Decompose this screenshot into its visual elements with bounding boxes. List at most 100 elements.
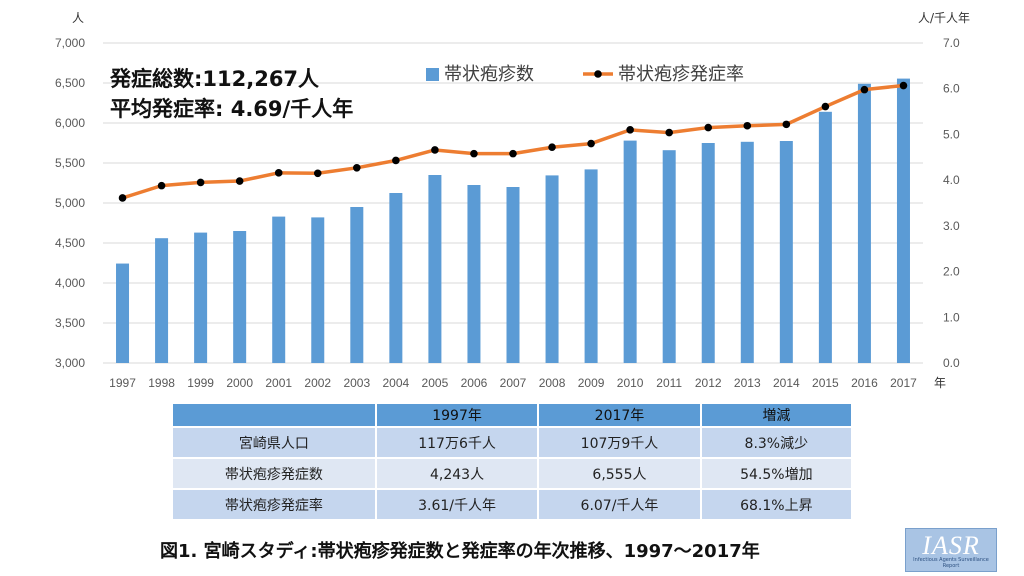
table-cell: 54.5%増加 bbox=[701, 457, 851, 488]
table-cell: 3.61/千人年 bbox=[376, 488, 538, 519]
table-header-row: 1997年 2017年 増減 bbox=[173, 404, 851, 426]
x-tick-label: 2001 bbox=[265, 376, 292, 390]
bar bbox=[506, 187, 520, 363]
table-row: 帯状疱疹発症率 3.61/千人年 6.07/千人年 68.1%上昇 bbox=[173, 488, 851, 519]
bar bbox=[155, 238, 169, 363]
bar bbox=[662, 150, 676, 363]
rate-point bbox=[743, 121, 752, 130]
y-left-tick-label: 5,500 bbox=[55, 156, 85, 170]
y-right-tick-label: 2.0 bbox=[943, 265, 960, 279]
y-left-unit: 人 bbox=[72, 11, 84, 25]
legend-line-marker bbox=[594, 70, 602, 78]
rate-point bbox=[470, 149, 478, 158]
table-cell: 6.07/千人年 bbox=[539, 488, 700, 519]
table-cell: 117万6千人 bbox=[376, 426, 538, 457]
x-tick-label: 2013 bbox=[734, 376, 761, 390]
bar bbox=[818, 111, 832, 363]
rate-point bbox=[431, 146, 439, 154]
x-tick-label: 1999 bbox=[187, 376, 214, 390]
figure-caption: 図1. 宮崎スタディ:帯状疱疹発症数と発症率の年次推移、1997〜2017年 bbox=[160, 541, 760, 562]
rate-point bbox=[626, 126, 634, 134]
table-row: 宮崎県人口 117万6千人 107万9千人 8.3%減少 bbox=[173, 426, 851, 457]
y-right-tick-label: 0.0 bbox=[943, 356, 960, 370]
table-header-cell: 1997年 bbox=[376, 404, 538, 426]
comparison-table: 1997年 2017年 増減 宮崎県人口 117万6千人 107万9千人 8.3… bbox=[171, 404, 853, 519]
table-header-cell: 増減 bbox=[701, 404, 851, 426]
bar bbox=[350, 207, 364, 363]
bar bbox=[896, 78, 910, 363]
rate-point bbox=[587, 139, 595, 148]
x-tick-label: 2016 bbox=[851, 376, 878, 390]
table-cell: 6,555人 bbox=[539, 457, 700, 488]
legend-line-label: 帯状疱疹発症率 bbox=[618, 64, 744, 85]
x-tick-label: 2011 bbox=[656, 376, 682, 390]
x-tick-label: 2005 bbox=[422, 376, 449, 390]
summary-average: 平均発症率: 4.69/千人年 bbox=[110, 97, 354, 121]
x-tick-label: 2010 bbox=[617, 376, 644, 390]
bar bbox=[389, 193, 403, 363]
bar bbox=[857, 83, 871, 364]
rate-point bbox=[782, 120, 791, 129]
bar bbox=[623, 140, 637, 363]
y-left-tick-label: 6,000 bbox=[55, 116, 85, 130]
x-tick-label: 2006 bbox=[461, 376, 488, 390]
table-cell: 107万9千人 bbox=[539, 426, 700, 457]
x-tick-label: 2004 bbox=[383, 376, 410, 390]
logo-subtitle: Infectious Agents Surveillance Report bbox=[913, 557, 989, 569]
x-tick-label: 2008 bbox=[539, 376, 566, 390]
y-left-tick-label: 7,000 bbox=[55, 36, 85, 50]
x-tick-label: 1997 bbox=[109, 376, 136, 390]
bar bbox=[116, 263, 130, 363]
y-left-tick-label: 3,500 bbox=[55, 316, 85, 330]
y-right-tick-label: 6.0 bbox=[943, 82, 960, 96]
rate-point bbox=[821, 102, 830, 111]
x-tick-label: 1998 bbox=[148, 376, 175, 390]
x-tick-label: 2003 bbox=[343, 376, 370, 390]
y-right-tick-label: 4.0 bbox=[943, 173, 960, 187]
x-tick-label: 2000 bbox=[226, 376, 253, 390]
rate-point bbox=[704, 123, 713, 132]
table-cell: 帯状疱疹発症数 bbox=[173, 457, 375, 488]
table-row: 帯状疱疹発症数 4,243人 6,555人 54.5%増加 bbox=[173, 457, 851, 488]
legend-bar-label: 帯状疱疹数 bbox=[444, 64, 534, 85]
rate-point bbox=[118, 194, 127, 202]
y-right-tick-label: 1.0 bbox=[943, 310, 960, 324]
rate-point bbox=[274, 169, 283, 177]
table-cell: 宮崎県人口 bbox=[173, 426, 375, 457]
rate-point bbox=[157, 181, 166, 190]
table-cell: 8.3%減少 bbox=[701, 426, 851, 457]
rate-point bbox=[392, 156, 400, 165]
y-left-tick-label: 5,000 bbox=[55, 196, 85, 210]
x-tick-label: 2012 bbox=[695, 376, 722, 390]
rate-point bbox=[235, 177, 244, 185]
x-tick-label: 2015 bbox=[812, 376, 839, 390]
table-cell: 68.1%上昇 bbox=[701, 488, 851, 519]
y-right-tick-label: 7.0 bbox=[943, 36, 960, 50]
rate-point bbox=[509, 149, 517, 158]
bar bbox=[584, 169, 598, 363]
bar bbox=[545, 175, 559, 363]
y-right-tick-label: 5.0 bbox=[943, 127, 960, 141]
rate-point bbox=[860, 85, 869, 94]
y-left-tick-label: 6,500 bbox=[55, 76, 85, 90]
bar bbox=[272, 216, 286, 363]
bar bbox=[467, 185, 481, 363]
x-tick-label: 2017 bbox=[890, 376, 917, 390]
bar bbox=[779, 141, 793, 363]
bar bbox=[311, 217, 325, 363]
rate-point bbox=[665, 128, 673, 137]
chart-area: 3,000 3,500 4,000 4,500 5,000 5,500 6,000 6,500… bbox=[55, 11, 970, 390]
logo-text: IASR bbox=[922, 531, 980, 560]
bar bbox=[428, 175, 442, 363]
bar bbox=[194, 232, 208, 363]
x-tick-label: 2009 bbox=[578, 376, 605, 390]
rate-point bbox=[899, 81, 908, 90]
legend-bar-swatch bbox=[426, 68, 439, 81]
rate-point bbox=[313, 169, 322, 178]
x-unit: 年 bbox=[934, 376, 946, 390]
bar bbox=[233, 231, 247, 363]
y-right-unit: 人/千人年 bbox=[918, 11, 970, 25]
y-left-tick-label: 3,000 bbox=[55, 356, 85, 370]
y-right-tick-label: 3.0 bbox=[943, 219, 960, 233]
iasr-logo: IASR Infectious Agents Surveillance Repo… bbox=[905, 528, 997, 572]
